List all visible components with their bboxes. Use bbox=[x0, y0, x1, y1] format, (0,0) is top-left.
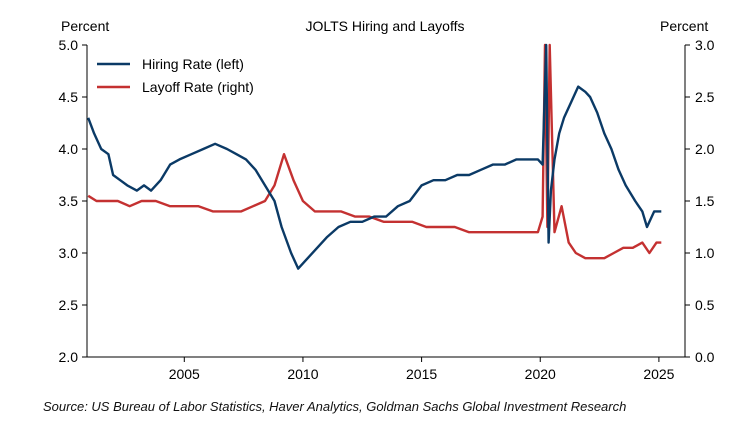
left-tick-label: 4.0 bbox=[59, 141, 79, 157]
left-tick-label: 4.5 bbox=[59, 89, 79, 105]
x-tick-label: 2010 bbox=[287, 366, 318, 382]
chart-title: JOLTS Hiring and Layoffs bbox=[305, 18, 464, 34]
legend-label: Layoff Rate (right) bbox=[142, 79, 254, 95]
left-tick-label: 3.5 bbox=[59, 193, 79, 209]
hiring-rate-line bbox=[87, 43, 662, 270]
source-note: Source: US Bureau of Labor Statistics, H… bbox=[43, 399, 627, 414]
left-axis-label: Percent bbox=[61, 18, 109, 34]
x-tick-label: 2005 bbox=[169, 366, 200, 382]
right-tick-label: 0.0 bbox=[695, 349, 715, 365]
x-tick-label: 2015 bbox=[406, 366, 437, 382]
legend-label: Hiring Rate (left) bbox=[142, 56, 244, 72]
right-tick-label: 1.0 bbox=[695, 245, 715, 261]
right-tick-label: 2.5 bbox=[695, 89, 715, 105]
left-tick-label: 2.5 bbox=[59, 297, 79, 313]
layoff-rate-line bbox=[87, 43, 662, 260]
x-tick-label: 2020 bbox=[525, 366, 556, 382]
left-tick-label: 3.0 bbox=[59, 245, 79, 261]
left-tick-label: 5.0 bbox=[59, 37, 79, 53]
right-tick-label: 2.0 bbox=[695, 141, 715, 157]
right-tick-label: 3.0 bbox=[695, 37, 715, 53]
right-tick-label: 1.5 bbox=[695, 193, 715, 209]
right-tick-label: 0.5 bbox=[695, 297, 715, 313]
x-tick-label: 2025 bbox=[643, 366, 674, 382]
left-tick-label: 2.0 bbox=[59, 349, 79, 365]
right-axis-label: Percent bbox=[660, 18, 708, 34]
